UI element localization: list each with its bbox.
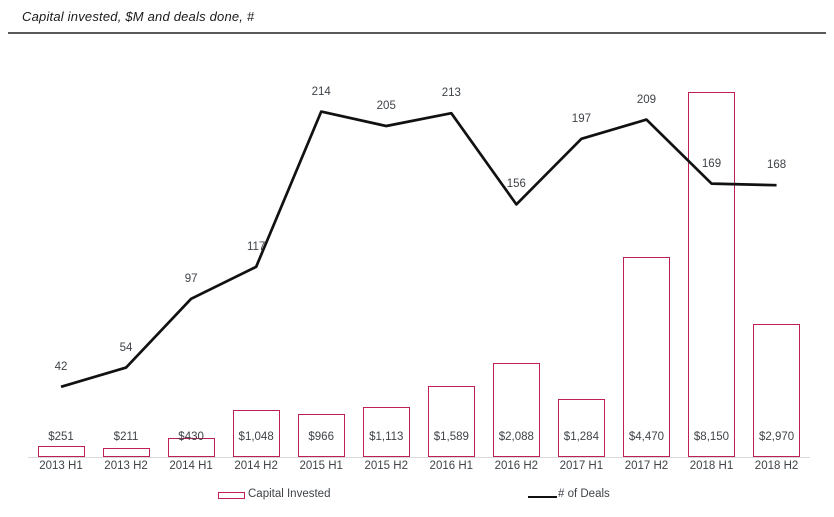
line-point-label: 214 (311, 85, 331, 98)
bar (297, 413, 345, 457)
line-point-label: 169 (701, 157, 722, 170)
deals-line-swatch-icon (528, 495, 557, 498)
chart-title: Capital invested, $M and deals done, # (22, 9, 255, 24)
bar (167, 437, 215, 457)
line-point-label: 54 (119, 341, 133, 354)
bar-value-label: $2,088 (498, 431, 534, 443)
bar (102, 447, 150, 457)
line-point-label: 156 (506, 178, 526, 191)
bar (37, 445, 85, 457)
title-divider (8, 32, 826, 34)
x-axis-label: 2017 H1 (559, 460, 604, 472)
bar-value-label: $251 (48, 431, 74, 443)
bar-value-label: $8,150 (693, 431, 730, 443)
bar-value-label: $966 (308, 431, 334, 443)
bar (427, 385, 475, 457)
bar-value-label: $4,470 (628, 431, 665, 443)
bar-value-label: $211 (113, 431, 139, 443)
x-axis-label: 2016 H2 (494, 460, 539, 472)
bar-value-label: $430 (178, 431, 204, 443)
line-point-label: 213 (441, 87, 461, 100)
plot-area: $251 $211 $430 $1,048 $966 $1,113 $1,589 $2,088… (0, 40, 834, 517)
x-axis-label: 2013 H1 (39, 460, 83, 472)
legend-label-capital-invested: Capital Invested (248, 488, 331, 500)
bar-value-label: $1,589 (433, 431, 469, 443)
bar-value-label: $1,284 (563, 431, 599, 443)
bar (557, 399, 605, 457)
x-axis-label: 2018 H2 (754, 460, 799, 472)
legend-label-deals: # of Deals (558, 488, 610, 500)
line-point-label: 168 (766, 159, 787, 172)
x-axis-label: 2016 H1 (429, 460, 474, 472)
bar-value-label: $2,970 (758, 431, 795, 443)
capital-invested-swatch-icon (218, 492, 245, 499)
bar (622, 256, 670, 457)
x-axis-line (28, 457, 810, 458)
bar (232, 410, 280, 457)
line-point-label: 209 (636, 93, 657, 106)
bar-value-label: $1,048 (238, 431, 274, 443)
line-point-label: 42 (54, 360, 68, 373)
line-point-label: 117 (246, 240, 266, 253)
x-axis-label: 2015 H1 (299, 460, 343, 472)
legend: Capital Invested # of Deals (0, 486, 834, 510)
x-axis-label: 2018 H1 (689, 460, 734, 472)
x-axis-label: 2014 H2 (234, 460, 278, 472)
line-point-label: 97 (184, 272, 198, 285)
bar (688, 92, 735, 457)
bar-value-label: $1,113 (369, 431, 404, 443)
x-axis-label: 2017 H2 (624, 460, 669, 472)
x-axis-label: 2013 H2 (104, 460, 148, 472)
x-axis-label: 2015 H2 (364, 460, 408, 472)
line-point-label: 197 (571, 112, 591, 125)
line-point-label: 205 (376, 100, 396, 112)
bar (362, 407, 410, 457)
x-axis-label: 2014 H1 (169, 460, 213, 472)
